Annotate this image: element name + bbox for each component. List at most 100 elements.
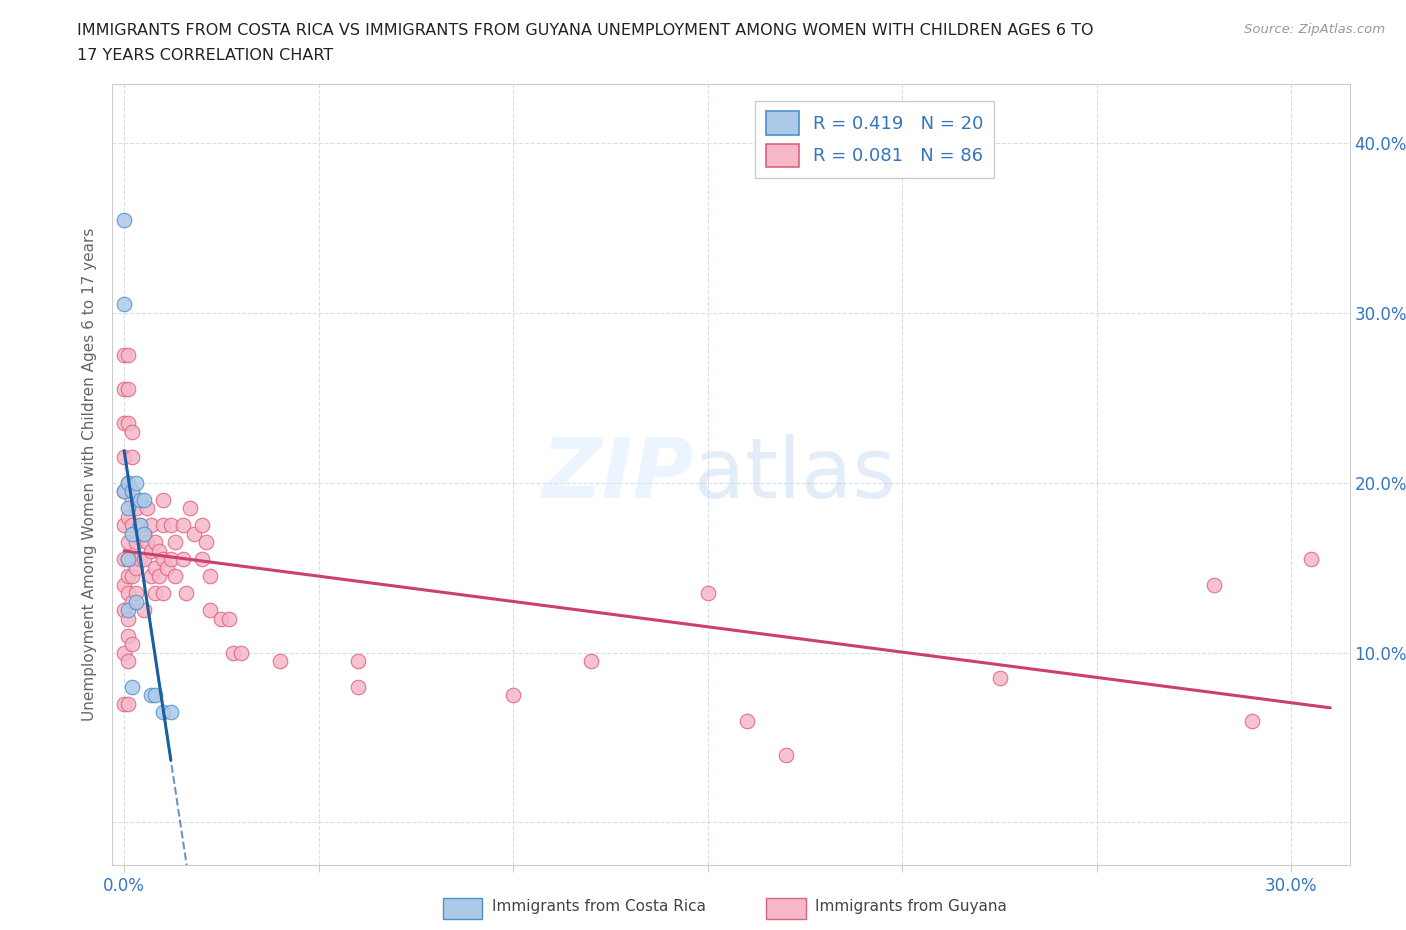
Point: [132, 492, 155, 507]
Point: [696, 586, 718, 601]
Point: [117, 501, 139, 516]
Point: [163, 535, 186, 550]
Point: [117, 654, 139, 669]
Point: [117, 475, 139, 490]
Point: [136, 501, 159, 516]
Point: [152, 518, 174, 533]
Y-axis label: Unemployment Among Women with Children Ages 6 to 17 years: Unemployment Among Women with Children A…: [82, 228, 97, 721]
Point: [191, 518, 214, 533]
Point: [179, 501, 201, 516]
Point: [121, 551, 143, 566]
Point: [117, 551, 139, 566]
Point: [121, 637, 143, 652]
Point: [735, 713, 758, 728]
Point: [209, 611, 232, 626]
Point: [198, 569, 221, 584]
Point: [156, 560, 179, 575]
Point: [160, 551, 183, 566]
Point: [191, 551, 214, 566]
Point: [112, 450, 135, 465]
Point: [112, 212, 135, 227]
Point: [143, 687, 166, 702]
Point: [346, 654, 368, 669]
Point: [128, 518, 150, 533]
Point: [112, 297, 135, 312]
Point: [117, 611, 139, 626]
Point: [117, 475, 139, 490]
Point: [152, 492, 174, 507]
Point: [117, 535, 139, 550]
Point: [117, 603, 139, 618]
Point: [125, 586, 148, 601]
Point: [132, 551, 155, 566]
Point: [117, 697, 139, 711]
Point: [143, 560, 166, 575]
Point: [121, 569, 143, 584]
Point: [121, 526, 143, 541]
Point: [121, 424, 143, 439]
Point: [1299, 551, 1322, 566]
Point: [112, 551, 135, 566]
Point: [128, 492, 150, 507]
Point: [1202, 578, 1225, 592]
Point: [112, 578, 135, 592]
Point: [125, 535, 148, 550]
Point: [988, 671, 1011, 685]
Point: [183, 526, 205, 541]
Point: [143, 535, 166, 550]
Point: [125, 501, 148, 516]
Point: [112, 484, 135, 498]
Text: 17 YEARS CORRELATION CHART: 17 YEARS CORRELATION CHART: [77, 48, 333, 63]
Point: [148, 569, 170, 584]
Point: [121, 594, 143, 609]
Point: [112, 518, 135, 533]
Point: [148, 543, 170, 558]
Point: [112, 645, 135, 660]
Point: [128, 551, 150, 566]
Point: [152, 551, 174, 566]
Point: [112, 603, 135, 618]
Point: [143, 586, 166, 601]
Legend: R = 0.419   N = 20, R = 0.081   N = 86: R = 0.419 N = 20, R = 0.081 N = 86: [755, 100, 994, 178]
Point: [132, 526, 155, 541]
Text: Immigrants from Guyana: Immigrants from Guyana: [815, 899, 1007, 914]
Point: [121, 679, 143, 694]
Point: [117, 586, 139, 601]
Point: [112, 416, 135, 431]
Point: [121, 450, 143, 465]
Point: [176, 586, 198, 601]
Text: ZIP: ZIP: [541, 433, 695, 515]
Point: [269, 654, 291, 669]
Point: [121, 484, 143, 498]
Point: [141, 518, 163, 533]
Point: [502, 687, 524, 702]
Point: [117, 551, 139, 566]
Text: IMMIGRANTS FROM COSTA RICA VS IMMIGRANTS FROM GUYANA UNEMPLOYMENT AMONG WOMEN WI: IMMIGRANTS FROM COSTA RICA VS IMMIGRANTS…: [77, 23, 1094, 38]
Point: [222, 645, 245, 660]
Point: [125, 475, 148, 490]
Point: [1241, 713, 1264, 728]
Point: [152, 705, 174, 720]
Point: [117, 569, 139, 584]
Point: [172, 518, 194, 533]
Text: atlas: atlas: [695, 433, 896, 515]
Point: [160, 705, 183, 720]
Point: [117, 510, 139, 525]
Point: [218, 611, 240, 626]
Point: [117, 416, 139, 431]
Point: [112, 382, 135, 397]
Point: [229, 645, 252, 660]
Point: [117, 628, 139, 643]
Point: [117, 382, 139, 397]
Point: [775, 747, 797, 762]
Point: [160, 518, 183, 533]
Point: [125, 560, 148, 575]
Point: [346, 679, 368, 694]
Point: [172, 551, 194, 566]
Point: [152, 586, 174, 601]
Point: [141, 687, 163, 702]
Point: [132, 603, 155, 618]
Point: [136, 535, 159, 550]
Point: [198, 603, 221, 618]
Point: [579, 654, 602, 669]
